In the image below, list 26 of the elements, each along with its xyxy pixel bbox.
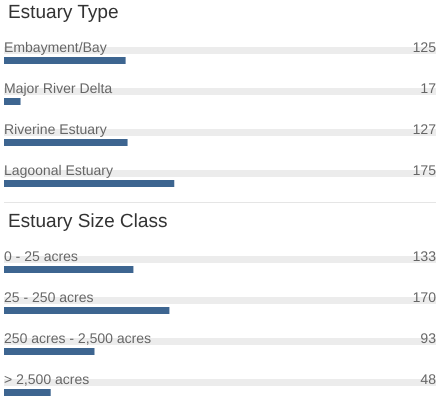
bar	[4, 98, 21, 105]
y-tick-label: Riverine Estuary	[4, 121, 107, 137]
y-tick-label: 250 acres - 2,500 acres	[4, 330, 152, 346]
bar	[4, 57, 126, 64]
chart-title: Estuary Size Class	[7, 210, 168, 234]
chart-title: Estuary Type	[7, 1, 120, 25]
bar	[4, 348, 94, 355]
y-tick-label: Major River Delta	[4, 80, 112, 96]
y-tick-label: > 2,500 acres	[4, 371, 90, 387]
data-label: 93	[420, 330, 436, 346]
data-label: 17	[420, 80, 436, 96]
data-label: 125	[412, 39, 436, 55]
data-label: 170	[412, 289, 436, 305]
data-label: 175	[412, 162, 436, 178]
data-label: 48	[420, 371, 436, 387]
bar	[4, 266, 134, 273]
data-label: 127	[412, 121, 436, 137]
y-tick-label: 0 - 25 acres	[4, 248, 78, 264]
bar	[4, 389, 51, 396]
bar	[4, 307, 170, 314]
y-tick-label: 25 - 250 acres	[4, 289, 94, 305]
bar	[4, 139, 128, 146]
y-tick-label: Embayment/Bay	[4, 39, 107, 55]
data-label: 133	[412, 248, 436, 264]
bar	[4, 180, 174, 187]
y-tick-label: Lagoonal Estuary	[4, 162, 113, 178]
